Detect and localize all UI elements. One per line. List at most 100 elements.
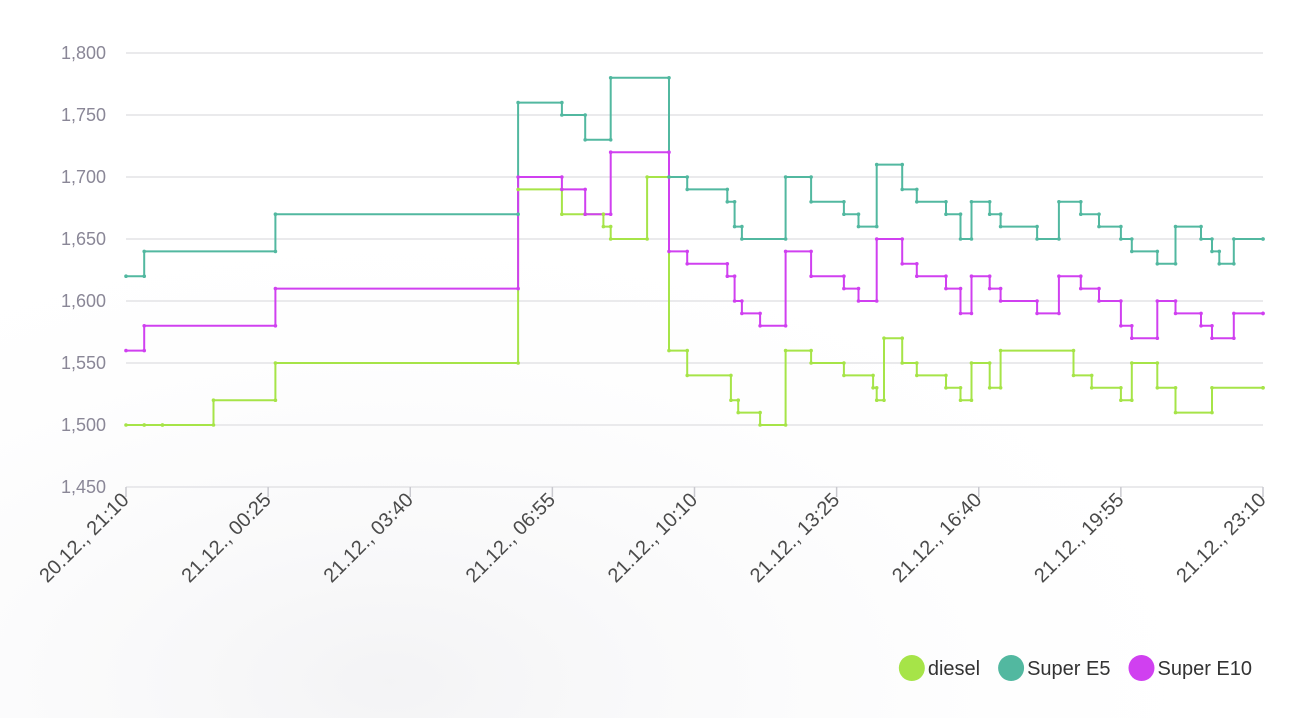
data-point — [142, 249, 147, 254]
y-axis-labels: 1,450 1,500 1,550 1,600 1,650 1,700 1,750 1,800 — [61, 43, 106, 497]
data-point — [1035, 311, 1039, 316]
data-point — [969, 200, 974, 204]
data-point — [1173, 262, 1178, 266]
data-point — [583, 212, 587, 216]
data-point — [874, 224, 879, 229]
data-point — [740, 237, 744, 241]
data-point — [1173, 299, 1178, 303]
data-point — [667, 76, 671, 80]
data-point — [740, 299, 744, 303]
data-point — [1130, 324, 1134, 328]
data-point — [732, 224, 737, 229]
legend-label: diesel — [928, 658, 980, 680]
data-point — [1173, 386, 1178, 390]
data-point — [783, 324, 788, 328]
data-point — [1078, 274, 1083, 279]
data-point — [914, 274, 919, 279]
data-point — [273, 324, 278, 328]
legend-swatch — [998, 655, 1025, 681]
data-point — [998, 348, 1003, 353]
legend-swatch — [898, 655, 925, 681]
data-point — [1210, 410, 1214, 415]
legend-item[interactable]: diesel — [898, 655, 980, 681]
data-point — [729, 373, 733, 378]
data-point — [725, 200, 730, 204]
data-point — [783, 423, 788, 427]
data-point — [1155, 336, 1160, 341]
data-point — [856, 212, 861, 216]
data-point — [560, 187, 564, 192]
data-point — [809, 274, 813, 279]
data-point — [958, 286, 963, 291]
data-point — [914, 200, 919, 204]
data-point — [667, 175, 671, 179]
data-point — [645, 237, 649, 241]
data-point — [685, 187, 690, 192]
series-line-2 — [126, 151, 1263, 352]
y-tick-label: 1,700 — [61, 167, 106, 187]
data-point — [944, 200, 948, 204]
data-point — [914, 361, 919, 365]
data-point — [1071, 348, 1076, 353]
data-point — [685, 348, 690, 353]
data-point — [732, 274, 737, 279]
data-point — [958, 398, 963, 403]
data-point — [725, 274, 730, 279]
data-point — [1097, 212, 1101, 216]
data-point — [1057, 237, 1061, 241]
legend-item[interactable]: Super E5 — [998, 655, 1110, 681]
data-point — [998, 212, 1003, 216]
legend-item[interactable]: Super E10 — [1128, 655, 1252, 681]
data-point — [583, 113, 587, 117]
data-point — [758, 410, 762, 415]
data-point — [1130, 336, 1134, 341]
data-point — [601, 212, 606, 216]
data-point — [882, 336, 886, 341]
data-point — [874, 162, 879, 167]
data-point — [1089, 386, 1094, 390]
data-point — [1155, 262, 1160, 266]
data-point — [809, 249, 813, 254]
data-point — [758, 423, 762, 427]
data-point — [874, 398, 879, 403]
data-point — [1078, 286, 1083, 291]
legend-label: Super E5 — [1027, 658, 1110, 680]
data-point — [900, 237, 905, 241]
data-point — [1057, 274, 1061, 279]
data-point — [273, 398, 278, 403]
data-point — [560, 100, 564, 105]
data-point — [516, 286, 520, 291]
data-point — [809, 361, 813, 365]
data-point — [601, 224, 606, 229]
data-point — [1119, 398, 1123, 403]
data-point — [783, 249, 788, 254]
y-tick-label: 1,800 — [61, 43, 106, 63]
data-point — [725, 187, 730, 192]
data-point — [969, 237, 974, 241]
data-point — [273, 361, 278, 365]
data-point — [124, 274, 128, 279]
data-point — [1119, 224, 1123, 229]
data-point — [842, 286, 846, 291]
data-point — [758, 311, 762, 316]
data-point — [273, 212, 278, 216]
data-point — [987, 200, 992, 204]
data-point — [969, 311, 974, 316]
data-point — [958, 386, 963, 390]
data-point — [998, 286, 1003, 291]
data-point — [842, 200, 846, 204]
y-tick-label: 1,500 — [61, 415, 106, 435]
data-point — [1173, 224, 1178, 229]
data-point — [987, 286, 992, 291]
data-point — [900, 187, 905, 192]
data-point — [998, 386, 1003, 390]
data-point — [874, 386, 879, 390]
data-point — [987, 361, 992, 365]
data-point — [882, 398, 886, 403]
data-point — [1119, 324, 1123, 328]
data-point — [1035, 237, 1039, 241]
data-point — [142, 324, 147, 328]
data-point — [211, 423, 216, 427]
